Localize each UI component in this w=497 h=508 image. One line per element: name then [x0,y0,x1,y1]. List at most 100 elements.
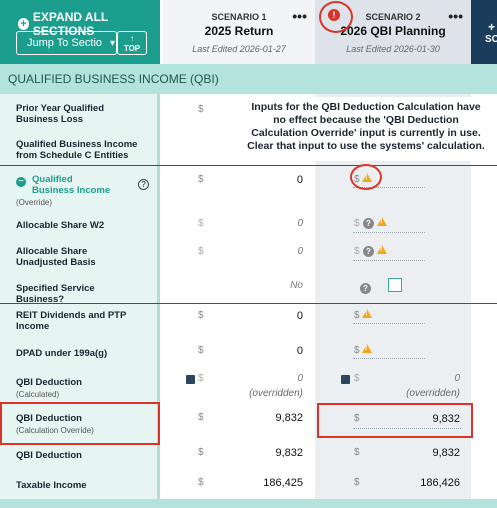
question-circle-icon[interactable]: ? [363,218,374,229]
scenario-1-label: SCENARIO 1 [211,12,267,22]
prior-year-s1-currency: $ [198,104,204,115]
qbi-override-s1-value[interactable]: 0 [296,174,303,186]
override-value-highlight-box [317,403,473,438]
scenario-1-name: 2025 Return [204,24,274,38]
warning-highlight-ring [350,164,382,190]
qbi-ded-s2-currency: $ [354,447,360,458]
arrow-up-icon: ↑ [130,34,134,43]
question-circle-icon[interactable]: ? [363,246,374,257]
sstb-s1-value: No [290,280,303,291]
qbi-override-calc-s2-input[interactable] [353,428,461,429]
qbi-override-calc-s1-currency: $ [198,412,204,423]
taxable-s2-currency: $ [354,477,360,488]
chevron-down-icon: ▾ [110,37,116,49]
scenario-2-column [315,94,471,508]
qbi-override-s2-input[interactable] [353,187,425,188]
specified-service-business-label: Specified Service Business? [16,283,95,305]
warning-icon [362,344,372,353]
qbi-calc-s1-overridden: (overridden) [249,388,303,399]
section-toolbar: + EXPAND ALL SECTIONS Jump To Sectio ▾ ↑… [0,0,160,64]
qbi-calc-s2-overridden: (overridden) [406,388,460,399]
scenario-1-more-icon[interactable]: ••• [292,8,307,24]
override-info-tooltip: Inputs for the QBI Deduction Calculation… [243,97,489,161]
taxable-income-label: Taxable Income [16,480,87,491]
qbi-deduction-calculated-sublabel: (Calculated) [16,390,60,399]
w2-s1-value: 0 [297,218,303,229]
w2-s2-input[interactable] [353,232,425,233]
schedule-c-qbi-label: Qualified Business Income from Schedule … [16,139,138,161]
basis-s1-value: 0 [297,246,303,257]
add-scenario-button[interactable]: + SC [471,0,497,64]
basis-s2-currency: $ [354,246,360,257]
override-label-highlight-box [0,402,160,445]
calculator-icon[interactable] [341,375,350,384]
top-label: TOP [123,44,141,53]
dpad-label: DPAD under 199a(g) [16,348,108,359]
dpad-s2-currency: $ [354,345,360,356]
qbi-override-calc-s1-value[interactable]: 9,832 [275,412,303,424]
allocable-share-w2-label: Allocable Share W2 [16,220,105,231]
plus-icon: + [488,20,496,34]
qbi-calc-s1-currency: $ [198,373,204,384]
qbi-override-label: Qualified Business Income (Override) [16,174,112,208]
w2-s2-currency: $ [354,218,360,229]
collapse-minus-icon[interactable]: − [16,177,26,187]
section-title-bar[interactable]: QUALIFIED BUSINESS INCOME (QBI) [0,64,497,94]
basis-s2-input[interactable] [353,260,425,261]
dpad-s1-value[interactable]: 0 [296,345,303,357]
help-icon[interactable]: ? [138,179,149,190]
dpad-s2-input[interactable] [353,358,425,359]
qbi-override-s1-currency: $ [198,174,204,185]
sstb-s2-checkbox[interactable] [388,278,402,292]
jump-to-section-select[interactable]: Jump To Sectio ▾ [16,31,117,55]
prior-year-qbi-loss-label: Prior Year Qualified Business Loss [16,103,105,125]
scenario-1-header[interactable]: SCENARIO 1 2025 Return Last Edited 2026-… [163,0,315,64]
reit-s2-input[interactable] [353,323,425,324]
qbi-deduction-calculated-label-text: QBI Deduction [16,377,82,388]
plus-circle-icon: + [18,18,29,30]
taxable-s2-value: 186,426 [420,477,460,489]
taxable-s1-value: 186,425 [263,477,303,489]
warning-icon [362,309,372,318]
scenario-2-label: SCENARIO 2 [365,12,421,22]
qbi-deduction-override-label-text: QBI Deduction [16,413,82,424]
next-section-bar[interactable] [0,499,497,508]
row-divider [0,303,497,304]
reit-s1-value[interactable]: 0 [296,310,303,322]
calculator-icon[interactable] [186,375,195,384]
warning-icon [377,245,387,254]
back-to-top-button[interactable]: ↑ TOP [117,31,147,55]
reit-dividends-label: REIT Dividends and PTP Income [16,310,127,332]
add-scenario-label: SC [485,34,497,45]
dpad-s1-currency: $ [198,345,204,356]
qbi-ded-s2-value: 9,832 [432,447,460,459]
w2-s1-currency: $ [198,218,204,229]
jump-to-section-label: Jump To Sectio [27,37,103,49]
question-circle-icon[interactable]: ? [360,283,371,294]
qbi-calc-s1-value: 0 [297,373,303,384]
qbi-calc-s2-value: 0 [454,373,460,384]
allocable-share-basis-label: Allocable Share Unadjusted Basis [16,246,96,268]
qbi-override-label-text: Qualified Business Income [32,174,111,196]
reit-s2-currency: $ [354,310,360,321]
reit-s1-currency: $ [198,310,204,321]
qbi-calc-s2-currency: $ [354,373,360,384]
qbi-deduction-override-label: QBI Deduction (Calculation Override) [16,413,141,436]
qbi-override-calc-s2-value[interactable]: 9,832 [432,413,460,425]
scenario-2-name: 2026 QBI Planning [340,24,446,38]
scenario-2-last-edited: Last Edited 2026-01-30 [346,44,440,54]
qbi-deduction-label: QBI Deduction [16,450,82,461]
section-title: QUALIFIED BUSINESS INCOME (QBI) [8,72,219,86]
qbi-ded-s1-value: 9,832 [275,447,303,459]
scenario-1-last-edited: Last Edited 2026-01-27 [192,44,286,54]
warning-icon [377,217,387,226]
qbi-override-sublabel: (Override) [16,198,53,207]
alert-highlight-ring [319,1,353,33]
scenario-2-more-icon[interactable]: ••• [448,8,463,24]
qbi-deduction-calculated-label: QBI Deduction (Calculated) [16,377,141,400]
qbi-deduction-override-sublabel: (Calculation Override) [16,426,94,435]
basis-s1-currency: $ [198,246,204,257]
qbi-override-calc-s2-currency: $ [354,413,360,424]
qbi-ded-s1-currency: $ [198,447,204,458]
row-divider [0,165,497,166]
